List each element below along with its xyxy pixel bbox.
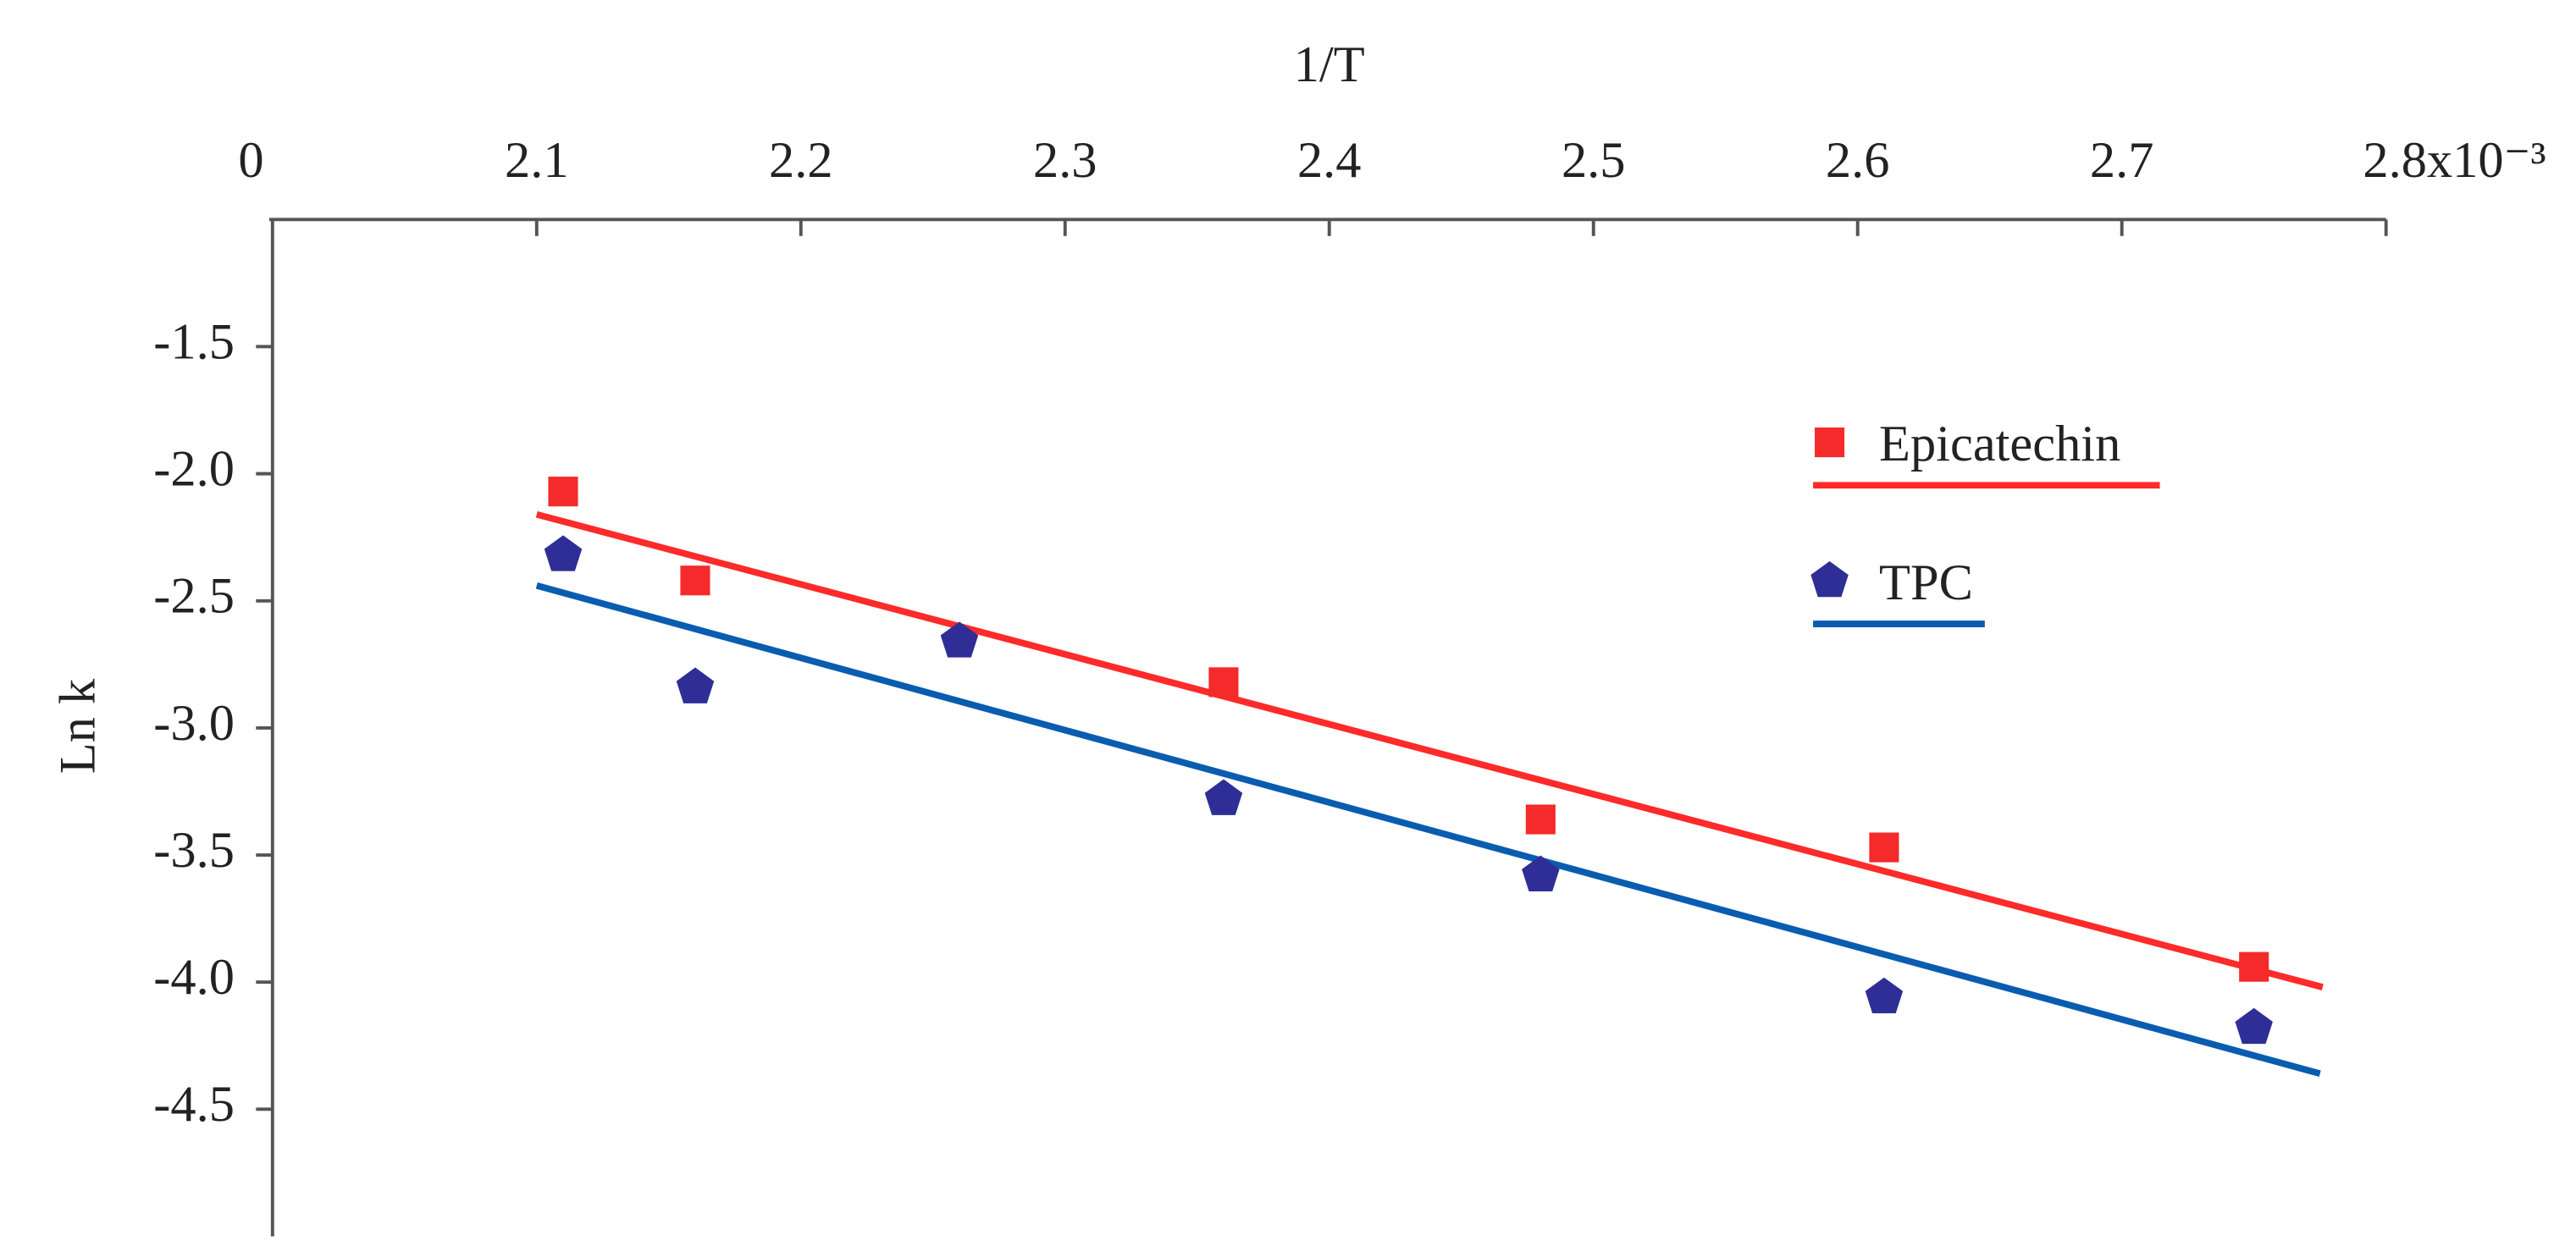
marker [2239,951,2269,982]
x-axis-title: 1/T [1294,36,1365,93]
x-tick-label: 2.3 [1033,132,1097,189]
y-tick-label: -4.5 [153,1076,235,1133]
marker [1522,855,1560,891]
y-axis-title: Ln k [49,678,106,774]
legend-label: TPC [1879,554,1973,611]
marker [1525,804,1556,835]
x-tick-label: 2.1 [505,132,569,189]
marker [1865,977,1904,1014]
marker [680,565,710,596]
marker [2235,1007,2273,1045]
marker [940,621,979,658]
y-tick-label: -2.5 [153,568,235,625]
x-tick-label: 2.7 [2090,132,2154,189]
trend-line [535,510,2324,990]
x-tick-label: 2.8x10⁻³ [2363,132,2546,189]
y-tick-label: -2.0 [153,440,235,497]
x-tick-label: 2.2 [769,132,833,189]
x-origin-label: 0 [238,132,263,189]
x-tick-label: 2.4 [1297,132,1362,189]
legend-marker [1815,427,1845,458]
marker [1204,779,1243,815]
marker [1869,832,1899,863]
legend-marker [1810,560,1849,598]
marker [676,667,715,703]
legend-label: Epicatechin [1879,416,2120,472]
trend-line [535,582,2321,1078]
y-tick-label: -4.0 [153,949,235,1006]
y-tick-label: -1.5 [153,313,235,370]
marker [1208,667,1239,698]
marker [548,477,578,507]
x-tick-label: 2.6 [1826,132,1890,189]
y-tick-label: -3.5 [153,822,235,879]
y-tick-label: -3.0 [153,695,235,752]
marker [544,535,583,571]
x-tick-label: 2.5 [1562,132,1626,189]
